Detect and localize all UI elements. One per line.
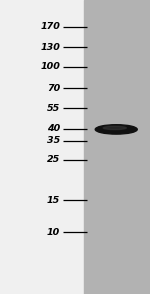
Ellipse shape: [95, 125, 137, 134]
Bar: [0, 0, 84, 294]
Text: 35: 35: [47, 136, 60, 145]
Text: 130: 130: [40, 43, 60, 51]
Text: 100: 100: [40, 62, 60, 71]
Text: 10: 10: [47, 228, 60, 237]
Ellipse shape: [103, 126, 126, 130]
Text: 40: 40: [47, 124, 60, 133]
Text: 170: 170: [40, 22, 60, 31]
Bar: [84, 0, 150, 294]
Text: 70: 70: [47, 84, 60, 93]
Text: 55: 55: [47, 104, 60, 113]
Text: 25: 25: [47, 155, 60, 164]
Text: 15: 15: [47, 196, 60, 205]
